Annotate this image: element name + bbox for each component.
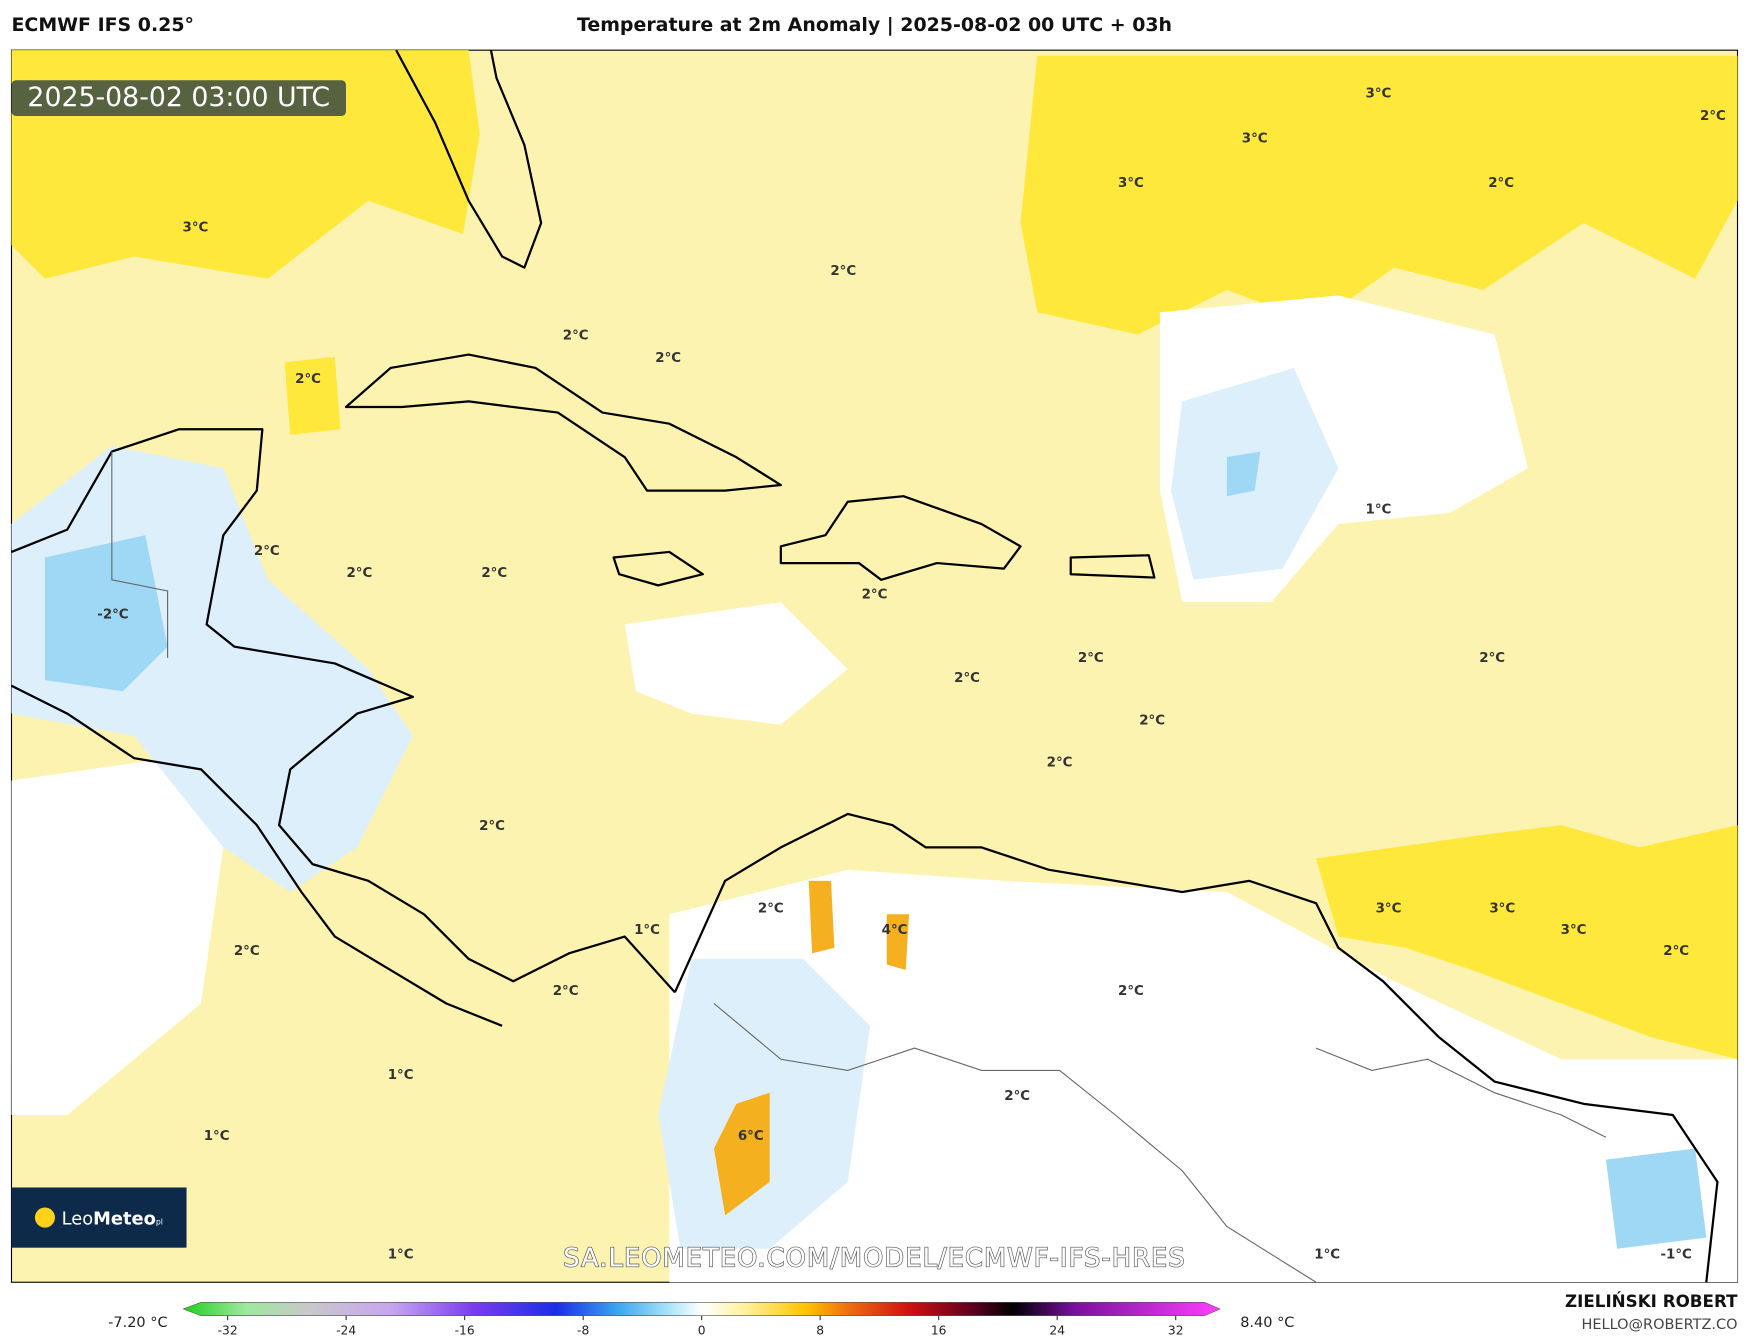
colorbar-bar [182, 1302, 1221, 1316]
timestamp: 2025-08-02 03:00 UTC [27, 82, 330, 113]
contour-label: 2°C [1663, 944, 1689, 959]
logo-sun [34, 1207, 55, 1228]
coastlines [10, 49, 1719, 1283]
map: 3°C 3°C 2°C 3°C 2°C 3°C 2°C 2°C 2°C 2°C 1°C 2°C 2°C 2… [10, 49, 1739, 1283]
contour-label: 3°C [1118, 176, 1144, 191]
contour-label: 3°C [1489, 902, 1515, 917]
contour-label: 2°C [1047, 756, 1073, 771]
contour-label: 2°C [479, 819, 505, 834]
contour-label: 2°C [481, 566, 507, 581]
contour-label: 1°C [1366, 503, 1392, 518]
contour-label: 1°C [634, 923, 660, 938]
colorbar-tick-label: -8 [577, 1324, 589, 1338]
contour-labels: 3°C 3°C 2°C 3°C 2°C 3°C 2°C 2°C 2°C 2°C 1°C 2°C 2°C 2… [97, 87, 1726, 1263]
colorbar-tick-label: 16 [931, 1324, 947, 1338]
colorbar-tick-label: -32 [218, 1324, 238, 1338]
contour-label: 2°C [1700, 109, 1726, 124]
contour-label: 2°C [1078, 651, 1104, 666]
colorbar-tick-label: -16 [455, 1324, 475, 1338]
contour-label: 2°C [758, 902, 784, 917]
logo-bold: Meteo [93, 1208, 156, 1229]
timestamp-box [11, 80, 346, 116]
colorbar-tick-label: -24 [336, 1324, 356, 1338]
contour-label: 2°C [954, 671, 980, 686]
contour-label: 1°C [388, 1068, 414, 1083]
contour-label: 1°C [204, 1129, 230, 1144]
contour-label: 2°C [553, 984, 579, 999]
colorbar: -7.20 °C 8.40 °C -32 -24 -16 -8 0 8 16 24 32 [108, 1302, 1294, 1338]
watermark: SA.LEOMETEO.COM/MODEL/ECMWF-IFS-HRES [563, 1244, 1185, 1274]
contour-label: 2°C [234, 944, 260, 959]
contour-label: 2°C [254, 544, 280, 559]
colorbar-tick-label: 0 [698, 1324, 706, 1338]
colorbar-tick-label: 32 [1168, 1324, 1184, 1338]
colorbar-tick-label: 24 [1049, 1324, 1065, 1338]
contour-label: 2°C [1139, 713, 1165, 728]
contour-label: 3°C [1366, 87, 1392, 102]
contour-label: 2°C [346, 566, 372, 581]
logo-suffix: pl [156, 1217, 163, 1226]
email: HELLO@ROBERTZ.CO [1581, 1317, 1737, 1333]
colorbar-max: 8.40 °C [1240, 1315, 1294, 1331]
contour-label: -2°C [97, 607, 128, 622]
contour-label: 2°C [1004, 1089, 1030, 1104]
contour-label: 3°C [1376, 902, 1402, 917]
contour-label: 2°C [563, 329, 589, 344]
contour-label: -1°C [1660, 1247, 1691, 1262]
author: ZIELIŃSKI ROBERT [1565, 1291, 1738, 1311]
contour-label: 2°C [1479, 651, 1505, 666]
logo-name: Leo [62, 1208, 93, 1229]
map-title: Temperature at 2m Anomaly | 2025-08-02 0… [577, 14, 1172, 36]
contour-label: 6°C [738, 1129, 764, 1144]
contour-label: 2°C [862, 587, 888, 602]
contour-label: 3°C [1561, 923, 1587, 938]
contour-label: 3°C [1242, 131, 1268, 146]
contour-label: 4°C [882, 923, 908, 938]
logo-text: LeoMeteopl [62, 1208, 163, 1229]
contour-label: 1°C [1314, 1247, 1340, 1262]
contour-label: 2°C [1488, 176, 1514, 191]
contour-label: 2°C [830, 264, 856, 279]
colorbar-min: -7.20 °C [108, 1315, 167, 1331]
contour-label: 1°C [388, 1247, 414, 1262]
contour-label: 2°C [1118, 984, 1144, 999]
contour-label: 2°C [295, 372, 321, 387]
contour-label: 3°C [183, 220, 209, 235]
colorbar-tick-label: 8 [816, 1324, 824, 1338]
contour-label: 2°C [655, 351, 681, 366]
model-name: ECMWF IFS 0.25° [11, 14, 194, 36]
